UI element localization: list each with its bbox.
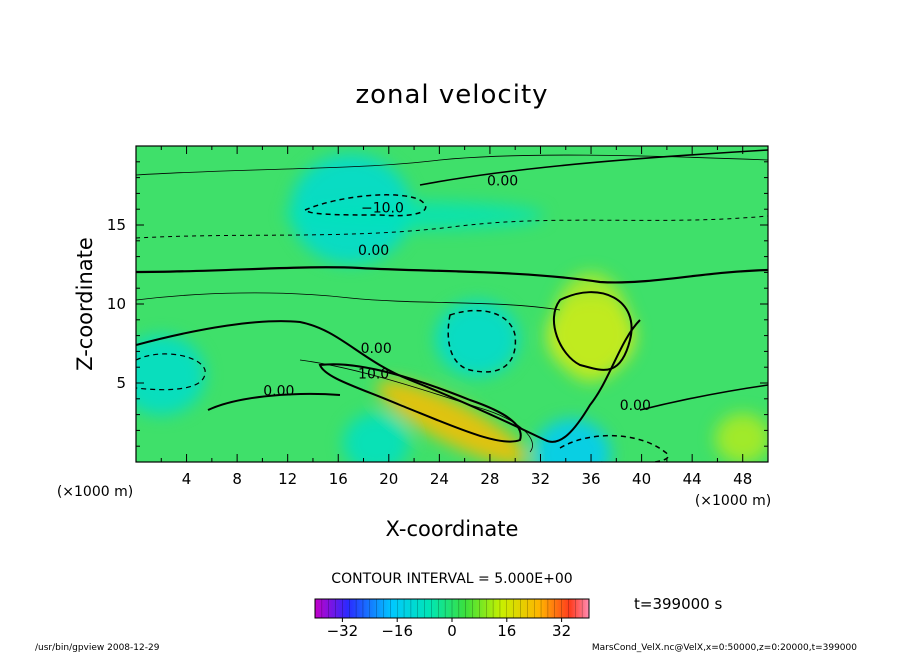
contour-line — [136, 292, 561, 311]
y-axis-label: Z-coordinate — [73, 237, 97, 371]
x-tick-label: 44 — [683, 470, 702, 488]
colorbar-dividers — [321, 599, 583, 618]
footer-right: MarsCond_VelX.nc@VelX,x=0:50000,z=0:2000… — [592, 643, 857, 653]
x-tick-label: 8 — [232, 470, 242, 488]
contour-line — [318, 363, 522, 443]
negative-contour — [447, 309, 517, 373]
contour-line — [552, 291, 633, 371]
x-tick-label: 4 — [182, 470, 192, 488]
contour-label-layer: 0.00 −10.0 0.00 0.00 10.0 0.00 0.00 — [263, 174, 651, 414]
colorbar-tick-label: 0 — [447, 622, 457, 640]
contour-line — [299, 359, 533, 453]
plot-area — [136, 146, 768, 462]
time-label: t=399000 s — [634, 595, 722, 613]
contour-label: 10.0 — [358, 366, 389, 382]
contour-lines — [136, 149, 768, 462]
contour-line — [419, 149, 768, 186]
footer-left: /usr/bin/gpview 2008-12-29 — [35, 643, 160, 653]
negative-contour — [136, 215, 768, 239]
colorbar-ticks: −32 −16 0 16 32 — [327, 618, 571, 640]
contour-label: 0.00 — [620, 398, 651, 414]
contour-label: 0.00 — [358, 243, 389, 259]
negative-contour — [136, 353, 206, 391]
field-extremum — [435, 300, 520, 377]
negative-contour — [303, 194, 427, 217]
x-unit-left: (×1000 m) — [57, 484, 133, 500]
x-tick-label: 48 — [733, 470, 752, 488]
chart-title: zonal velocity — [355, 80, 548, 110]
field-extremum — [343, 413, 410, 462]
contour-line — [207, 392, 341, 411]
x-unit-right: (×1000 m) — [695, 493, 771, 509]
y-tick-label: 5 — [116, 374, 126, 392]
field-extremum — [136, 335, 206, 416]
field-band — [284, 201, 545, 230]
x-tick-label: 28 — [480, 470, 499, 488]
colorbar-tick-label: 16 — [497, 622, 516, 640]
field-extremum — [376, 380, 528, 462]
x-tick-label: 20 — [379, 470, 398, 488]
contour-interval: CONTOUR INTERVAL = 5.000E+00 — [331, 571, 572, 587]
x-tick-label: 32 — [531, 470, 550, 488]
x-tick-label: 40 — [632, 470, 651, 488]
contour-label: 0.00 — [487, 174, 518, 190]
contour-line — [136, 154, 768, 176]
contour-label: 0.00 — [361, 341, 392, 357]
y-tick-label: 15 — [107, 216, 126, 234]
contour-label: −10.0 — [361, 200, 404, 216]
x-tick-label: 16 — [329, 470, 348, 488]
contour-line — [136, 319, 641, 443]
field-band — [553, 272, 630, 383]
field-extremum — [715, 413, 768, 462]
colorbar-tick-label: −16 — [381, 622, 413, 640]
y-tick-label: 10 — [107, 295, 126, 313]
colorbar-tick-label: 32 — [552, 622, 571, 640]
field-extremum — [533, 419, 611, 462]
contour-line — [136, 266, 768, 284]
y-axis: 5 10 15 — [107, 161, 768, 447]
contour-line — [639, 384, 768, 411]
contour-label: 0.00 — [263, 384, 294, 400]
x-tick-label: 36 — [581, 470, 600, 488]
colorbar-tick-label: −32 — [327, 622, 359, 640]
x-tick-label: 24 — [430, 470, 449, 488]
negative-contour — [559, 434, 669, 462]
x-axis: 4 8 12 16 20 24 28 32 36 40 44 48 — [160, 146, 752, 488]
x-tick-label: 12 — [278, 470, 297, 488]
x-axis-label: X-coordinate — [386, 517, 519, 541]
